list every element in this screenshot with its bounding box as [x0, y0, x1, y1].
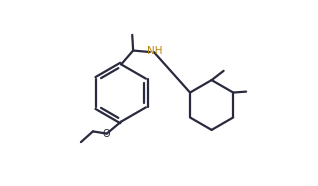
Text: NH: NH [147, 46, 162, 56]
Text: O: O [103, 129, 110, 139]
